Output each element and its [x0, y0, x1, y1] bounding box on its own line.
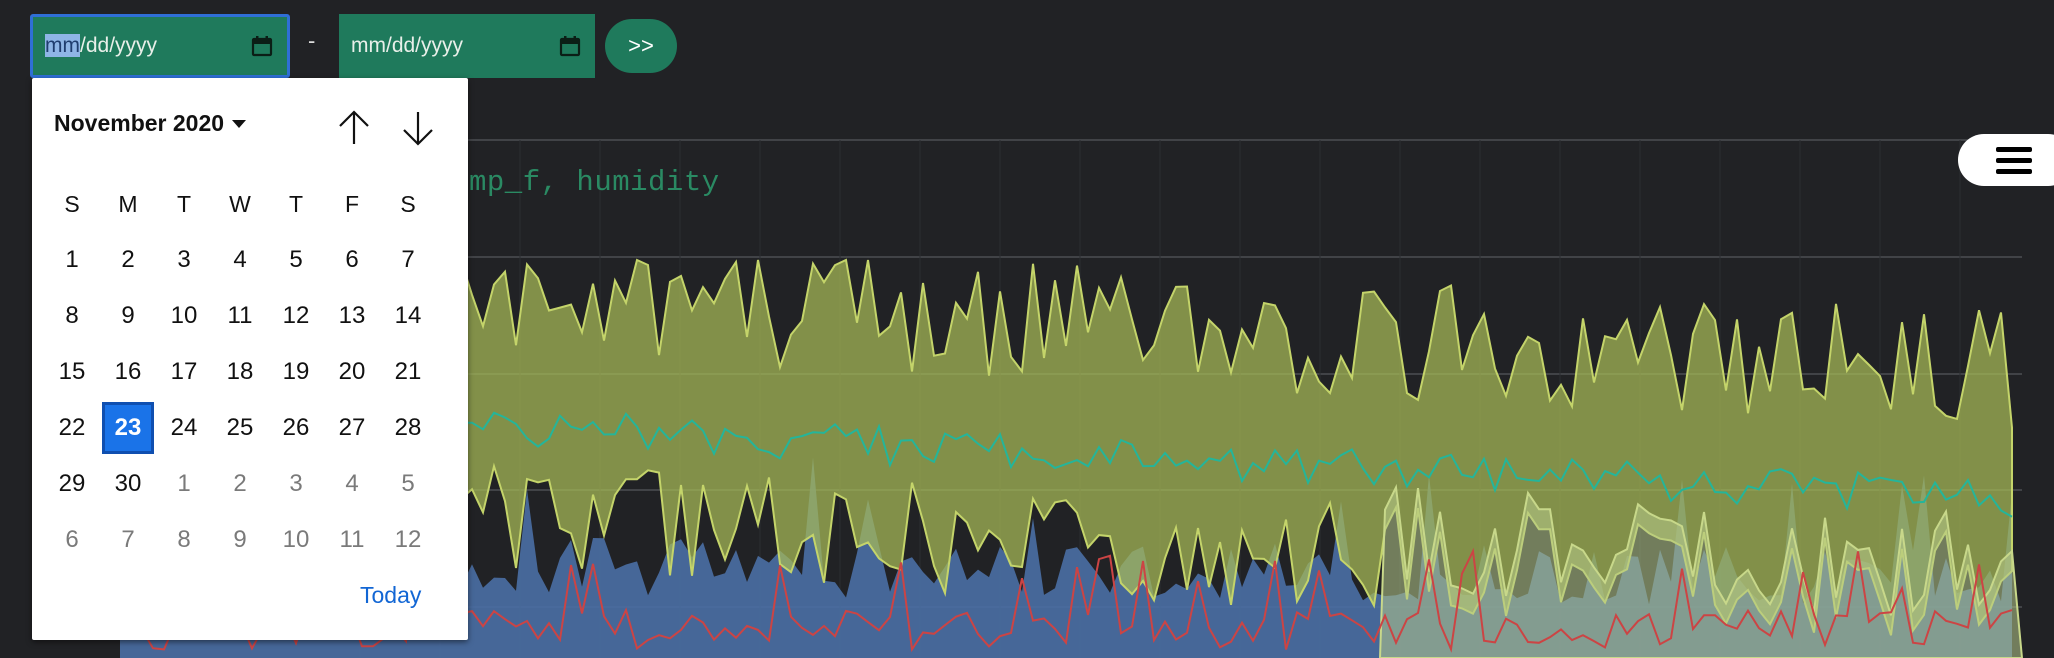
calendar-day[interactable]: 13 — [338, 302, 366, 329]
date-range-separator: - — [308, 28, 316, 53]
calendar-week-row: 15 16 17 18 19 20 21 — [44, 344, 436, 400]
chevron-down-icon — [232, 119, 247, 128]
calendar-day[interactable]: 6 — [345, 246, 359, 273]
calendar-day[interactable]: 7 — [121, 526, 135, 553]
calendar-day[interactable]: 3 — [177, 246, 191, 273]
calendar-day[interactable]: 26 — [282, 414, 310, 441]
weekday-label: S — [64, 190, 80, 217]
arrow-up-icon[interactable] — [336, 108, 372, 148]
start-date-placeholder: mm/dd/yyyy — [45, 34, 158, 57]
calendar-day[interactable]: 30 — [114, 470, 142, 497]
calendar-day[interactable]: 19 — [282, 358, 310, 385]
calendar-day[interactable]: 10 — [282, 526, 310, 553]
calendar-day-selected[interactable]: 23 — [102, 402, 154, 454]
calendar-day[interactable]: 3 — [289, 470, 303, 497]
calendar-day[interactable]: 8 — [177, 526, 191, 553]
calendar-day[interactable]: 29 — [58, 470, 86, 497]
calendar-day[interactable]: 22 — [58, 414, 86, 441]
calendar-day[interactable]: 18 — [226, 358, 254, 385]
calendar-day[interactable]: 4 — [233, 246, 247, 273]
calendar-day[interactable]: 1 — [65, 246, 79, 273]
calendar-week-row: 1 2 3 4 5 6 7 — [44, 232, 436, 288]
calendar-day[interactable]: 2 — [233, 470, 247, 497]
calendar-week-row: 8 9 10 11 12 13 14 — [44, 288, 436, 344]
calendar-day[interactable]: 20 — [338, 358, 366, 385]
weekday-label: M — [118, 190, 138, 217]
calendar-week-row: 6 7 8 9 10 11 12 — [44, 512, 436, 568]
calendar-day[interactable]: 2 — [121, 246, 135, 273]
chart-title: mp_f, humidity — [469, 166, 720, 199]
calendar-day[interactable]: 5 — [289, 246, 303, 273]
calendar-day[interactable]: 12 — [282, 302, 310, 329]
calendar-day[interactable]: 16 — [114, 358, 142, 385]
weekday-label: T — [288, 190, 304, 217]
end-date-input[interactable]: mm/dd/yyyy — [339, 14, 595, 78]
weekday-label: T — [176, 190, 192, 217]
today-button[interactable]: Today — [360, 582, 422, 608]
date-picker-popup: November 2020 S M T W T F S 1 2 3 4 5 6 7 8 9 10 1… — [32, 78, 468, 640]
calendar-day[interactable]: 24 — [170, 414, 198, 441]
series-olive-band-secondary — [1378, 483, 2024, 658]
calendar-day[interactable]: 12 — [394, 526, 422, 553]
weekday-label: S — [400, 190, 416, 217]
calendar-icon[interactable] — [559, 35, 581, 57]
calendar-day[interactable]: 10 — [170, 302, 198, 329]
month-year-selector[interactable]: November 2020 — [54, 110, 247, 137]
end-date-placeholder: mm/dd/yyyy — [351, 34, 464, 57]
start-date-input[interactable]: mm/dd/yyyy — [30, 14, 290, 78]
calendar-day[interactable]: 6 — [65, 526, 79, 553]
weekday-label: F — [344, 190, 360, 217]
calendar-day[interactable]: 17 — [170, 358, 198, 385]
calendar-day[interactable]: 11 — [339, 526, 365, 553]
calendar-week-row: 22 23 24 25 26 27 28 — [44, 400, 436, 456]
calendar-icon[interactable] — [251, 35, 273, 57]
calendar-day[interactable]: 9 — [233, 526, 247, 553]
calendar-day-grid: S M T W T F S 1 2 3 4 5 6 7 8 9 10 11 12 13 14 15 16 17 1… — [44, 176, 436, 568]
calendar-day[interactable]: 8 — [65, 302, 79, 329]
calendar-day[interactable]: 1 — [177, 470, 191, 497]
calendar-weeks: 1 2 3 4 5 6 7 8 9 10 11 12 13 14 15 16 17 18 19 20 21 22 23 24 2… — [44, 232, 436, 568]
calendar-day[interactable]: 25 — [226, 414, 254, 441]
arrow-down-icon[interactable] — [400, 108, 436, 148]
calendar-day[interactable]: 21 — [394, 358, 422, 385]
chart-menu-button[interactable] — [1958, 134, 2054, 186]
month-year-label: November 2020 — [54, 110, 225, 136]
weekday-header-row: S M T W T F S — [44, 176, 436, 232]
apply-date-range-button[interactable]: >> — [605, 19, 677, 73]
calendar-day[interactable]: 27 — [338, 414, 366, 441]
calendar-week-row: 29 30 1 2 3 4 5 — [44, 456, 436, 512]
calendar-day[interactable]: 15 — [58, 358, 86, 385]
calendar-day[interactable]: 11 — [227, 302, 253, 329]
calendar-day[interactable]: 5 — [401, 470, 415, 497]
calendar-day[interactable]: 28 — [394, 414, 422, 441]
calendar-day[interactable]: 14 — [394, 302, 422, 329]
calendar-day[interactable]: 9 — [121, 302, 135, 329]
calendar-day[interactable]: 4 — [345, 470, 359, 497]
calendar-day[interactable]: 7 — [401, 246, 415, 273]
weekday-label: W — [229, 190, 251, 217]
